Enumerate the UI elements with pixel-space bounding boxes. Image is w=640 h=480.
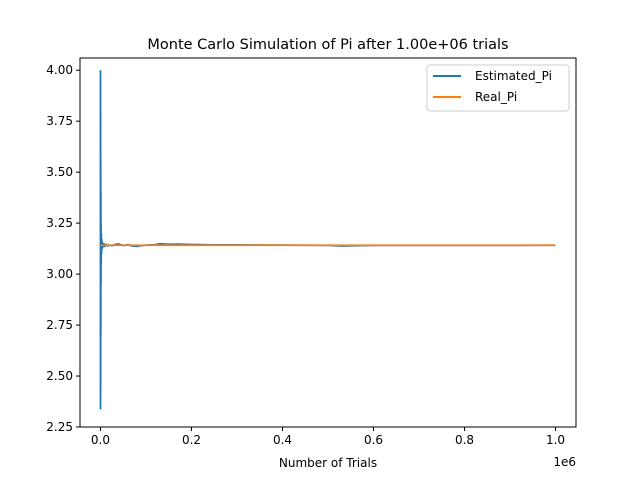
y-tick-label: 4.00 <box>46 63 73 77</box>
plot-area <box>79 57 577 428</box>
y-tick-label: 3.50 <box>46 165 73 179</box>
legend-box <box>426 64 570 112</box>
y-tick-label: 3.00 <box>46 267 73 281</box>
x-axis-label: Number of Trials <box>279 456 377 470</box>
y-tick-label: 2.50 <box>46 369 73 383</box>
y-axis: 2.25 2.50 2.75 3.00 3.25 3.50 3.75 4.00 <box>46 63 80 434</box>
x-tick-label: 0.6 <box>364 433 383 447</box>
chart-title: Monte Carlo Simulation of Pi after 1.00e… <box>147 37 508 53</box>
y-tick-label: 3.75 <box>46 114 73 128</box>
x-tick-label: 0.0 <box>91 433 110 447</box>
y-tick-label: 3.25 <box>46 216 73 230</box>
x-axis: 0.0 0.2 0.4 0.6 0.8 1.0 <box>91 427 565 447</box>
x-tick-label: 0.8 <box>455 433 474 447</box>
x-tick-label: 0.2 <box>182 433 201 447</box>
x-tick-label: 1.0 <box>546 433 565 447</box>
legend-label-estimated-pi: Estimated_Pi <box>475 69 552 83</box>
y-tick-label: 2.25 <box>46 420 73 434</box>
series-layer <box>99 70 556 410</box>
x-tick-label: 0.4 <box>273 433 292 447</box>
legend: Estimated_Pi Real_Pi <box>426 64 570 112</box>
y-tick-label: 2.75 <box>46 318 73 332</box>
x-axis-offset-label: 1e6 <box>553 455 576 469</box>
legend-label-real-pi: Real_Pi <box>475 90 517 104</box>
